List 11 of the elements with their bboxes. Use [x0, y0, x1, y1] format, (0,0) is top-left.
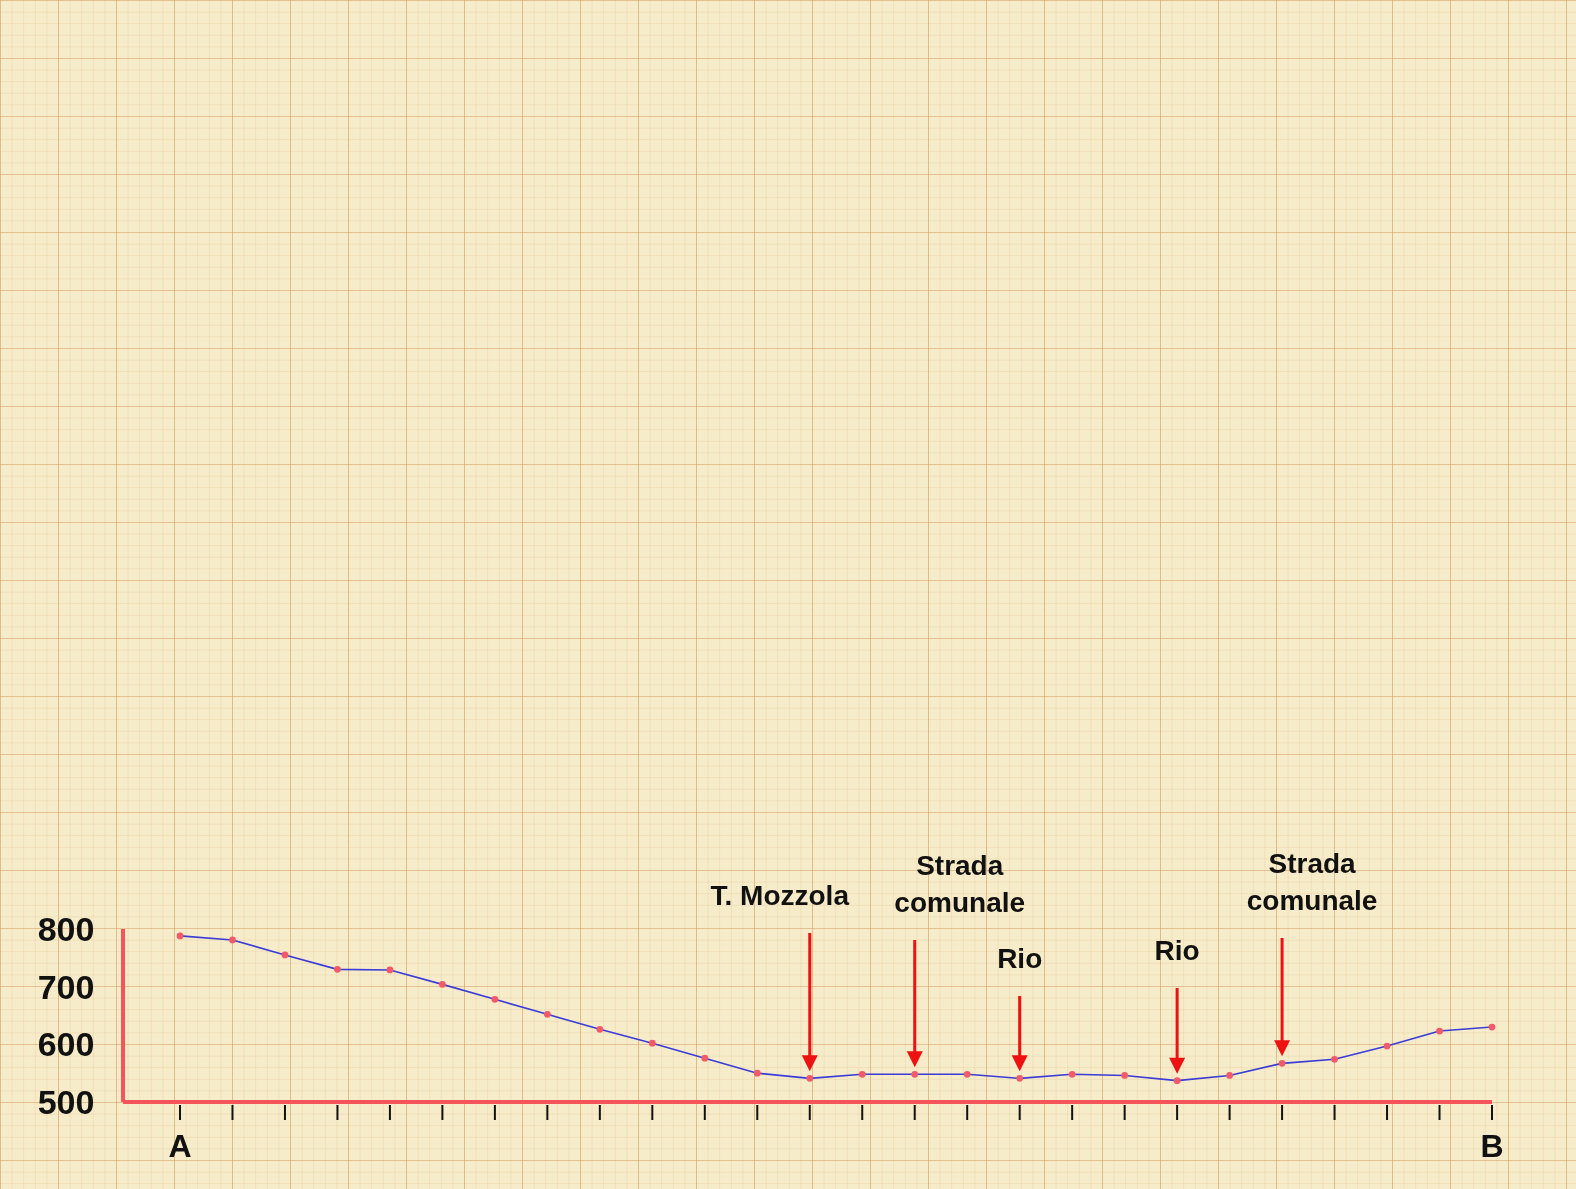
- text: T. Mozzola: [710, 880, 850, 911]
- x-tick-label: B: [1480, 1128, 1504, 1164]
- y-tick-label: 500: [37, 1082, 95, 1121]
- x-tick-label: A: [168, 1128, 192, 1164]
- y-tick-label: 800: [37, 909, 95, 948]
- text: Strada comunale: [1246, 848, 1378, 916]
- annotation: Rio: [997, 943, 1043, 974]
- y-tick-label: 600: [37, 1025, 95, 1064]
- y-tick-label: 700: [37, 967, 95, 1006]
- text: Strada comunale: [894, 850, 1026, 918]
- annotation: Rio: [1154, 935, 1200, 966]
